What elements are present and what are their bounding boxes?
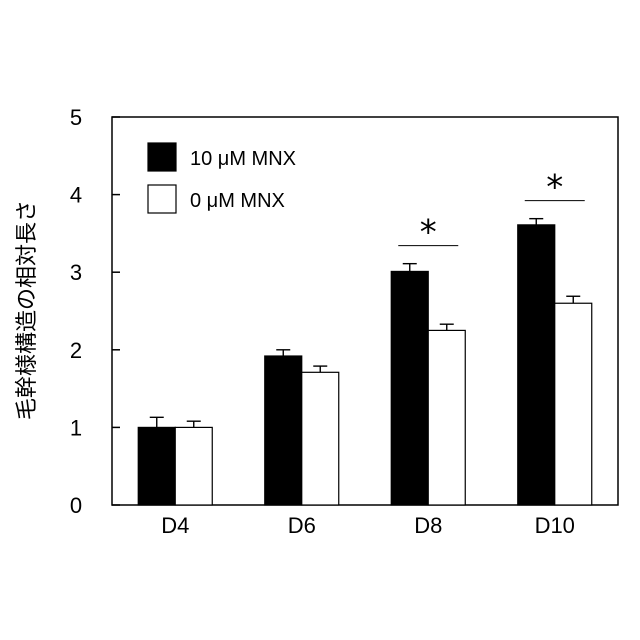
y-tick-label-3: 3 — [70, 260, 82, 285]
x-category-label-0: D4 — [161, 513, 189, 538]
y-tick-label-2: 2 — [70, 338, 82, 363]
bar-D6-series-1 — [302, 372, 339, 505]
legend-swatch-0 — [148, 143, 176, 171]
y-tick-label-5: 5 — [70, 105, 82, 130]
bar-D4-series-1 — [175, 427, 212, 505]
x-axis-categories: D4 D6 D8 D10 — [161, 513, 575, 538]
bar-D8-series-0 — [391, 271, 428, 505]
error-bars-group — [150, 219, 581, 428]
x-category-label-2: D8 — [414, 513, 442, 538]
significance-group: ** — [398, 168, 585, 253]
bar-D8-series-1 — [428, 330, 465, 505]
significance-star-0: * — [420, 213, 437, 253]
bar-D4-series-0 — [138, 427, 175, 505]
legend-label-0: 10 μM MNX — [190, 148, 296, 170]
legend: 10 μM MNX 0 μM MNX — [148, 143, 296, 213]
significance-star-1: * — [546, 168, 563, 208]
bar-D10-series-1 — [555, 303, 592, 505]
bar-D10-series-0 — [518, 225, 555, 505]
legend-label-1: 0 μM MNX — [190, 190, 285, 212]
y-tick-label-0: 0 — [70, 493, 82, 518]
legend-swatch-1 — [148, 185, 176, 213]
y-tick-label-1: 1 — [70, 415, 82, 440]
x-category-label-3: D10 — [535, 513, 575, 538]
x-category-label-1: D6 — [288, 513, 316, 538]
bar-D6-series-0 — [265, 356, 302, 505]
bars-group — [138, 225, 592, 505]
y-tick-label-4: 4 — [70, 183, 82, 208]
y-axis-label: 毛幹様構造の相対長さ — [15, 200, 40, 420]
